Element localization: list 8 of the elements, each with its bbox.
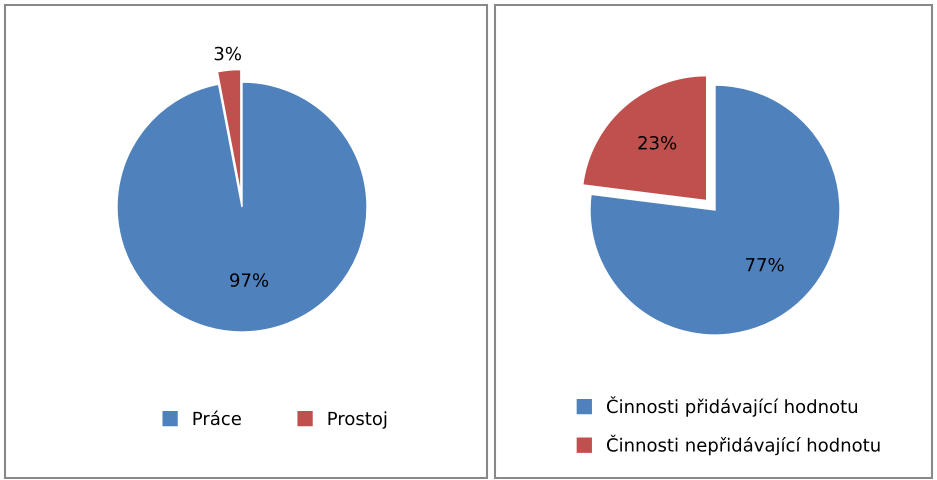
legend-label: Prostoj xyxy=(328,411,386,429)
data-label: 97% xyxy=(230,273,268,287)
legend-label: Práce xyxy=(194,410,241,426)
data-label: 23% xyxy=(638,136,676,150)
data-label: 3% xyxy=(214,46,241,60)
legend-label: Činnosti nepřidávající hodnotu xyxy=(606,434,880,456)
legend-label: Činnosti přidávající hodnotu xyxy=(606,396,857,417)
data-label: 77% xyxy=(746,258,784,272)
